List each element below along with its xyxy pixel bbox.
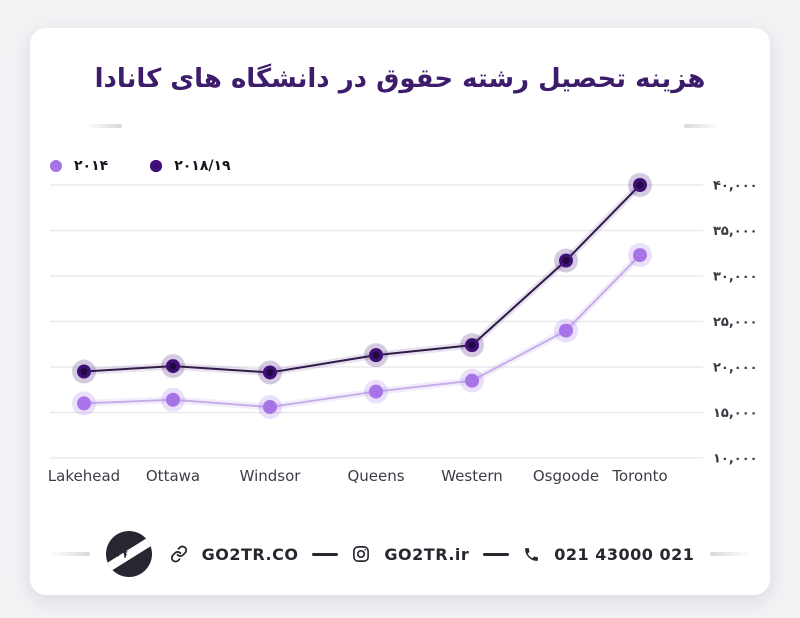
page-title: هزینه تحصیل رشته حقوق در دانشگاه های کان… xyxy=(94,64,706,94)
data-point xyxy=(465,373,479,388)
y-tick-label: ۴۰,۰۰۰ xyxy=(713,179,758,194)
title-decorative-line-right xyxy=(684,124,720,128)
instagram-icon xyxy=(352,545,370,563)
data-point-core xyxy=(372,351,380,359)
footer-separator xyxy=(483,552,510,556)
title-row: هزینه تحصیل رشته حقوق در دانشگاه های کان… xyxy=(30,64,770,128)
y-tick-label: ۲۰,۰۰۰ xyxy=(713,361,758,376)
data-point xyxy=(263,400,277,415)
footer-decorative-line-left xyxy=(49,552,90,556)
chart-card: هزینه تحصیل رشته حقوق در دانشگاه های کان… xyxy=(30,28,770,595)
x-axis-label: Lakehead xyxy=(48,467,120,485)
data-point-core xyxy=(266,368,274,376)
data-point xyxy=(369,384,383,399)
data-point xyxy=(77,396,91,411)
footer-separator xyxy=(312,552,339,556)
data-point-core xyxy=(562,257,570,265)
legend-item-2018-19: ۲۰۱۸/۱۹ xyxy=(150,158,231,174)
series-line-۲۰۱۸/۱۹ xyxy=(83,184,641,374)
x-axis-label: Queens xyxy=(347,467,404,485)
footer-website[interactable]: GO2TR.CO xyxy=(201,544,299,564)
x-axis-label: Western xyxy=(441,467,503,485)
legend-dot-2018-19 xyxy=(150,160,163,172)
data-point-core xyxy=(80,368,88,376)
data-point-core xyxy=(636,181,644,189)
y-tick-label: ۳۰,۰۰۰ xyxy=(713,270,758,285)
x-axis-label: Toronto xyxy=(611,467,667,485)
y-tick-label: ۲۵,۰۰۰ xyxy=(713,315,758,330)
legend-label-2014: ۲۰۱۴ xyxy=(74,158,109,174)
go2tr-logo: ✈ xyxy=(105,531,152,577)
footer-instagram[interactable]: GO2TR.ir xyxy=(384,544,470,564)
footer-decorative-line-right xyxy=(710,552,751,556)
legend-dot-2014 xyxy=(50,160,62,172)
series-glow xyxy=(83,182,643,376)
line-chart: ۱۰,۰۰۰ ۱۵,۰۰۰ ۲۰,۰۰۰ ۲۵,۰۰۰ ۳۰,۰۰۰ ۳۵,۰۰۰ ۴۰,۰… xyxy=(30,158,770,503)
title-decorative-line-left xyxy=(86,124,122,128)
footer: ✈ GO2TR.CO GO2TR.ir 021 43000 021 xyxy=(30,531,770,577)
data-point xyxy=(166,392,180,407)
y-tick-label: ۱۵,۰۰۰ xyxy=(713,406,758,421)
data-point xyxy=(633,248,647,263)
x-axis-label: Ottawa xyxy=(146,467,200,485)
link-icon xyxy=(170,545,188,563)
data-point-core xyxy=(169,362,177,370)
chart-svg: ۱۰,۰۰۰ ۱۵,۰۰۰ ۲۰,۰۰۰ ۲۵,۰۰۰ ۳۰,۰۰۰ ۳۵,۰۰۰ ۴۰,۰… xyxy=(48,173,758,485)
legend-item-2014: ۲۰۱۴ xyxy=(50,158,108,174)
x-axis-label: Osgoode xyxy=(533,467,599,485)
y-tick-label: ۱۰,۰۰۰ xyxy=(713,452,758,467)
phone-icon xyxy=(523,546,540,563)
data-point xyxy=(559,323,573,338)
chart-legend: ۲۰۱۴ ۲۰۱۸/۱۹ xyxy=(50,158,231,174)
x-axis-label: Windsor xyxy=(240,467,302,485)
data-point-core xyxy=(468,341,476,349)
legend-label-2018-19: ۲۰۱۸/۱۹ xyxy=(174,158,231,174)
footer-phone: 021 43000 021 xyxy=(554,544,695,564)
y-tick-label: ۳۵,۰۰۰ xyxy=(713,224,758,239)
